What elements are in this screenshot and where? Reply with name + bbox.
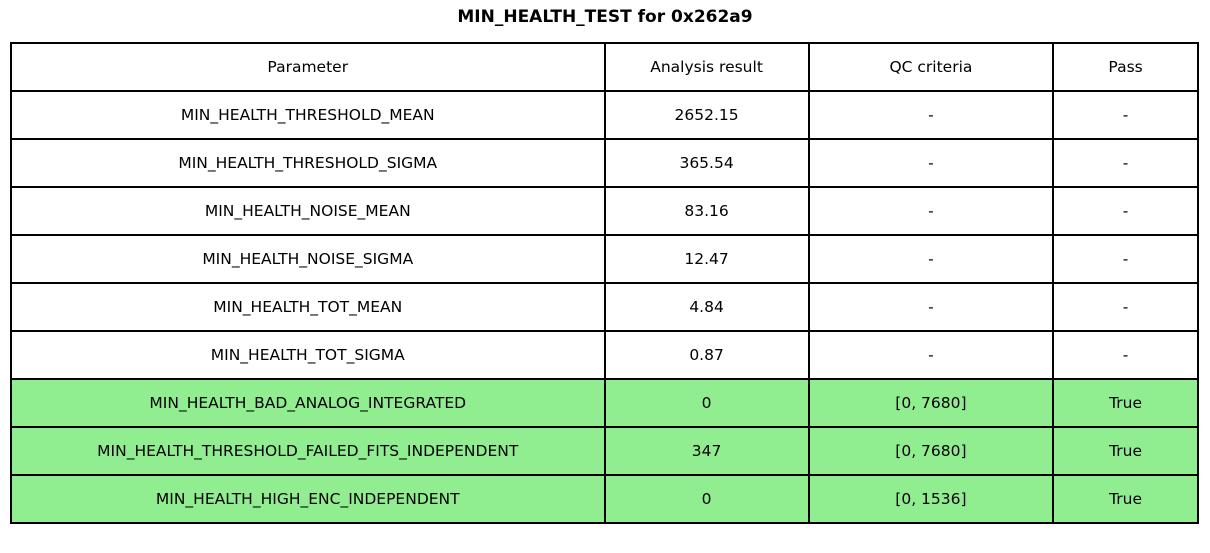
cell-qc-criteria: - [807,282,1055,332]
cell-pass: - [1052,138,1199,188]
table-row: MIN_HEALTH_TOT_MEAN 4.84 - - [10,282,1199,332]
table-row: MIN_HEALTH_BAD_ANALOG_INTEGRATED 0 [0, 7… [10,378,1199,428]
cell-qc-criteria: - [807,330,1055,380]
cell-parameter: MIN_HEALTH_HIGH_ENC_INDEPENDENT [10,474,606,524]
cell-pass: - [1052,282,1199,332]
column-header-qc-criteria: QC criteria [807,42,1055,92]
cell-analysis-result: 2652.15 [603,90,810,140]
table-body: MIN_HEALTH_THRESHOLD_MEAN 2652.15 - - MI… [10,90,1199,524]
cell-qc-criteria: - [807,90,1055,140]
cell-qc-criteria: [0, 1536] [807,474,1055,524]
cell-analysis-result: 0 [603,474,810,524]
cell-parameter: MIN_HEALTH_TOT_MEAN [10,282,606,332]
cell-parameter: MIN_HEALTH_BAD_ANALOG_INTEGRATED [10,378,606,428]
cell-parameter: MIN_HEALTH_THRESHOLD_SIGMA [10,138,606,188]
cell-analysis-result: 0 [603,378,810,428]
cell-pass: True [1052,426,1199,476]
cell-pass: - [1052,90,1199,140]
cell-pass: - [1052,330,1199,380]
cell-pass: - [1052,186,1199,236]
cell-analysis-result: 12.47 [603,234,810,284]
header-row: Parameter Analysis result QC criteria Pa… [10,42,1199,92]
table-row: MIN_HEALTH_HIGH_ENC_INDEPENDENT 0 [0, 15… [10,474,1199,524]
cell-analysis-result: 83.16 [603,186,810,236]
table-row: MIN_HEALTH_TOT_SIGMA 0.87 - - [10,330,1199,380]
table-row: MIN_HEALTH_THRESHOLD_FAILED_FITS_INDEPEN… [10,426,1199,476]
table-row: MIN_HEALTH_NOISE_SIGMA 12.47 - - [10,234,1199,284]
cell-pass: True [1052,474,1199,524]
cell-qc-criteria: [0, 7680] [807,426,1055,476]
cell-analysis-result: 365.54 [603,138,810,188]
cell-analysis-result: 0.87 [603,330,810,380]
cell-pass: - [1052,234,1199,284]
cell-qc-criteria: - [807,234,1055,284]
cell-parameter: MIN_HEALTH_THRESHOLD_MEAN [10,90,606,140]
cell-parameter: MIN_HEALTH_TOT_SIGMA [10,330,606,380]
cell-qc-criteria: [0, 7680] [807,378,1055,428]
cell-parameter: MIN_HEALTH_NOISE_SIGMA [10,234,606,284]
column-header-pass: Pass [1052,42,1199,92]
cell-qc-criteria: - [807,138,1055,188]
table-row: MIN_HEALTH_NOISE_MEAN 83.16 - - [10,186,1199,236]
cell-analysis-result: 4.84 [603,282,810,332]
cell-pass: True [1052,378,1199,428]
cell-qc-criteria: - [807,186,1055,236]
qc-results-table: Parameter Analysis result QC criteria Pa… [10,42,1199,524]
column-header-parameter: Parameter [10,42,606,92]
page-title: MIN_HEALTH_TEST for 0x262a9 [457,7,753,27]
cell-parameter: MIN_HEALTH_NOISE_MEAN [10,186,606,236]
cell-analysis-result: 347 [603,426,810,476]
cell-parameter: MIN_HEALTH_THRESHOLD_FAILED_FITS_INDEPEN… [10,426,606,476]
table-row: MIN_HEALTH_THRESHOLD_SIGMA 365.54 - - [10,138,1199,188]
column-header-analysis-result: Analysis result [603,42,810,92]
table-row: MIN_HEALTH_THRESHOLD_MEAN 2652.15 - - [10,90,1199,140]
